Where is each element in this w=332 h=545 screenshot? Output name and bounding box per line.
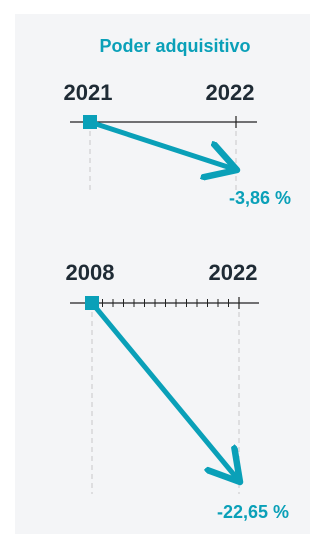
start-marker (85, 296, 99, 310)
chart-panels: 2021 2022 -3,86 % 2008 2022 -22,65 % (64, 80, 291, 522)
change-arrow (89, 300, 240, 482)
chart-title: Poder adquisitivo (99, 36, 250, 56)
end-year-label: 2022 (209, 260, 258, 285)
change-arrow (87, 119, 237, 170)
change-value-label: -22,65 % (217, 502, 289, 522)
start-marker (83, 115, 97, 129)
start-year-label: 2021 (64, 80, 113, 105)
chart-card: Poder adquisitivo 2021 2022 -3,86 % 2008 202… (15, 14, 310, 534)
end-year-label: 2022 (206, 80, 255, 105)
start-year-label: 2008 (66, 260, 115, 285)
purchasing-power-chart: Poder adquisitivo 2021 2022-3,86 %2008 202… (64, 36, 291, 522)
change-value-label: -3,86 % (229, 188, 291, 208)
